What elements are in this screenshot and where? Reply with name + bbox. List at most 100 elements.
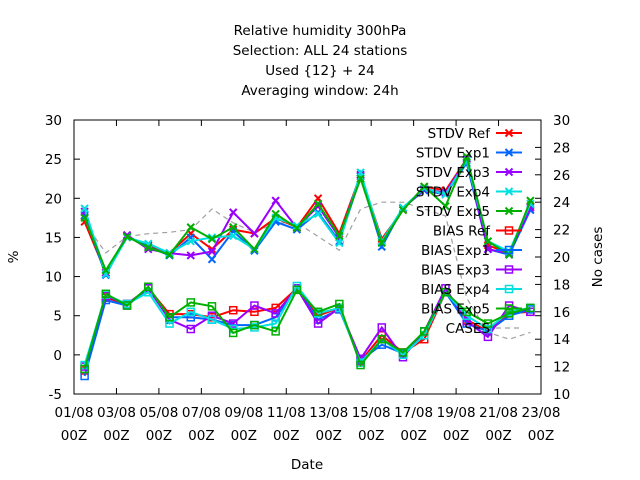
data-point bbox=[207, 255, 217, 264]
x-tick-label-time: 00Z bbox=[188, 428, 214, 444]
data-point bbox=[165, 250, 174, 259]
y-tick-label: 25 bbox=[45, 152, 62, 168]
legend-marker bbox=[504, 187, 514, 196]
y2-tick-label: 10 bbox=[553, 387, 570, 403]
x-tick-label-time: 00Z bbox=[400, 428, 426, 444]
data-point bbox=[207, 233, 217, 242]
y2-axis-ticks: 10 12 14 16 18 20 22 24 26 28 30 bbox=[535, 113, 570, 403]
y-axis-label: % bbox=[6, 250, 22, 263]
data-point bbox=[356, 174, 365, 183]
legend-item: STDV Exp5 bbox=[416, 204, 522, 220]
legend-marker bbox=[504, 148, 514, 157]
x-tick-label: 09/08 bbox=[224, 405, 263, 421]
legend-item: BIAS Exp1 bbox=[421, 243, 522, 259]
x-axis-ticks: 01/08 00Z 03/08 00Z 05/08 00Z 07/08 00Z 09/08 00Z… bbox=[55, 120, 561, 444]
y2-tick-label: 18 bbox=[553, 277, 570, 293]
data-point bbox=[186, 237, 195, 246]
data-point bbox=[122, 232, 132, 241]
y2-axis-label: No cases bbox=[590, 227, 606, 288]
data-point bbox=[207, 234, 217, 244]
data-point bbox=[292, 223, 302, 233]
data-point bbox=[504, 309, 514, 318]
data-point bbox=[420, 182, 429, 191]
legend-item: BIAS Exp3 bbox=[421, 263, 522, 279]
legend-label: BIAS Exp5 bbox=[421, 302, 490, 318]
data-point bbox=[207, 302, 217, 311]
data-point bbox=[80, 213, 89, 223]
x-tick-label-time: 00Z bbox=[146, 428, 172, 444]
data-point bbox=[462, 307, 471, 317]
data-point bbox=[483, 237, 493, 246]
x-tick-label-time: 00Z bbox=[61, 428, 87, 444]
legend-marker bbox=[504, 128, 514, 138]
x-tick-label-time: 00Z bbox=[316, 428, 342, 444]
x-tick-label: 21/08 bbox=[479, 405, 518, 421]
legend-marker bbox=[504, 304, 514, 313]
data-point bbox=[313, 199, 323, 208]
data-point bbox=[483, 244, 493, 254]
series-line bbox=[83, 153, 532, 273]
title-line: Selection: ALL 24 stations bbox=[233, 43, 408, 59]
legend-item: BIAS Ref bbox=[433, 224, 522, 240]
data-point bbox=[526, 196, 535, 205]
data-point bbox=[441, 190, 450, 199]
x-tick-label-time: 00Z bbox=[103, 428, 129, 444]
data-point bbox=[271, 309, 280, 318]
y2-tick-label: 30 bbox=[553, 113, 570, 129]
data-point bbox=[186, 223, 195, 232]
data-point bbox=[228, 231, 238, 241]
data-point bbox=[228, 225, 238, 234]
data-point bbox=[483, 324, 493, 334]
y2-tick-label: 14 bbox=[553, 332, 570, 348]
x-tick-label-time: 00Z bbox=[231, 428, 257, 444]
y-tick-label: 30 bbox=[45, 113, 62, 129]
legend-item: CASES bbox=[446, 321, 522, 337]
data-point bbox=[398, 205, 408, 215]
series-bias-exp5 bbox=[80, 282, 535, 374]
y-tick-label: 20 bbox=[45, 191, 62, 207]
data-point bbox=[441, 287, 450, 297]
legend-label: STDV Exp1 bbox=[416, 146, 490, 162]
data-point bbox=[356, 168, 365, 177]
y2-tick-label: 26 bbox=[553, 168, 570, 184]
data-point bbox=[250, 229, 259, 238]
legend-marker bbox=[504, 265, 514, 274]
data-point bbox=[271, 209, 280, 219]
data-point bbox=[313, 307, 323, 317]
data-point bbox=[398, 348, 408, 357]
data-point bbox=[271, 327, 280, 336]
data-point bbox=[292, 285, 302, 295]
x-tick-label: 19/08 bbox=[437, 405, 476, 421]
data-point bbox=[186, 307, 195, 317]
data-point bbox=[356, 360, 365, 370]
legend: STDV Ref STDV Exp1 STDV Exp3 STDV Exp4 STDV … bbox=[416, 126, 522, 337]
data-point bbox=[228, 328, 238, 338]
x-tick-label: 23/08 bbox=[522, 405, 561, 421]
data-point bbox=[377, 334, 387, 344]
data-point bbox=[186, 324, 195, 334]
x-axis-label: Date bbox=[291, 457, 323, 473]
data-point bbox=[228, 208, 238, 217]
data-point bbox=[80, 204, 89, 213]
series-stdv-exp5 bbox=[80, 152, 535, 275]
data-point bbox=[526, 303, 535, 313]
data-point bbox=[250, 301, 259, 310]
legend-marker bbox=[504, 284, 514, 294]
y2-tick-label: 20 bbox=[553, 250, 570, 266]
data-point bbox=[228, 305, 238, 315]
x-tick-label-time: 00Z bbox=[443, 428, 469, 444]
legend-label: BIAS Exp3 bbox=[421, 263, 490, 279]
x-tick-label: 17/08 bbox=[394, 405, 433, 421]
data-point bbox=[462, 316, 471, 326]
x-tick-label: 03/08 bbox=[97, 405, 136, 421]
x-tick-label: 11/08 bbox=[267, 405, 306, 421]
x-tick-label: 05/08 bbox=[139, 405, 178, 421]
x-tick-label: 07/08 bbox=[182, 405, 221, 421]
x-tick-label: 15/08 bbox=[352, 405, 391, 421]
data-point bbox=[207, 315, 217, 324]
legend-label: BIAS Exp1 bbox=[421, 243, 490, 259]
x-tick-label-time: 00Z bbox=[528, 428, 554, 444]
y-tick-label: -5 bbox=[49, 387, 62, 403]
y2-tick-label: 24 bbox=[553, 195, 570, 211]
